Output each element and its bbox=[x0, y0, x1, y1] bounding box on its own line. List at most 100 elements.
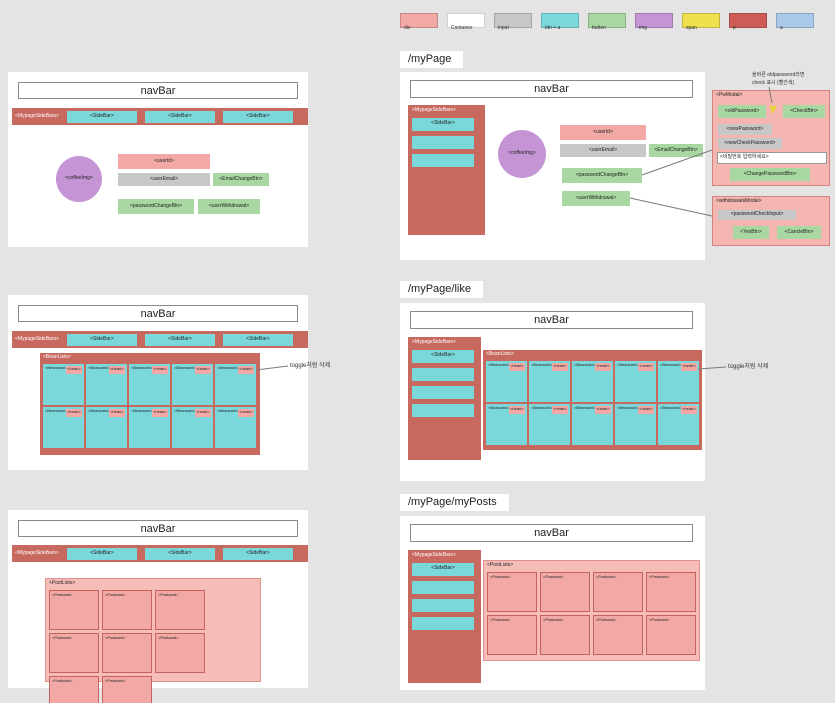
post-card[interactable]: <Postcard> bbox=[487, 614, 537, 655]
change-password-button[interactable]: <ChangePasswordBtn> bbox=[730, 168, 810, 181]
heart-button[interactable]: <heart> bbox=[195, 365, 211, 374]
heart-button[interactable]: <heart> bbox=[681, 405, 697, 414]
check-button[interactable]: <CheckBtn> bbox=[783, 105, 825, 118]
heart-button[interactable]: <heart> bbox=[152, 408, 168, 417]
bean-card[interactable]: <Beancard> <heart> bbox=[43, 406, 84, 448]
bean-card[interactable]: <Beancard> <heart> bbox=[572, 403, 613, 445]
post-card[interactable]: <Postcard> bbox=[487, 571, 537, 612]
sidebar-item[interactable] bbox=[412, 135, 474, 149]
heart-button[interactable]: <heart> bbox=[681, 362, 697, 371]
heart-button[interactable]: <heart> bbox=[66, 408, 82, 417]
sidebar-item[interactable] bbox=[412, 598, 474, 612]
bean-card[interactable]: <Beancard> <heart> bbox=[129, 406, 170, 448]
sidebar-item[interactable] bbox=[412, 367, 474, 381]
password-change-button[interactable]: <passwordChangeBtn> bbox=[562, 168, 642, 183]
yes-button[interactable]: <YesBtn> bbox=[733, 226, 769, 239]
bean-card[interactable]: <Beancard> <heart> bbox=[486, 360, 527, 402]
user-email-input[interactable]: <userEmail> bbox=[560, 144, 646, 157]
bean-card[interactable]: <Beancard> <heart> bbox=[615, 403, 656, 445]
password-check-input[interactable]: <passwordCheckInput> bbox=[718, 210, 796, 220]
sidebar-item[interactable]: <SideBar> bbox=[66, 333, 137, 346]
post-card[interactable]: <Postcard> bbox=[593, 571, 643, 612]
post-card[interactable]: <Postcard> bbox=[102, 675, 152, 703]
bean-card[interactable]: <Beancard> <heart> bbox=[86, 406, 127, 448]
sidebar-item[interactable] bbox=[412, 403, 474, 417]
heart-button[interactable]: <heart> bbox=[66, 365, 82, 374]
post-card[interactable]: <Postcard> bbox=[49, 632, 99, 673]
sidebar-item[interactable]: <SideBar> bbox=[412, 349, 474, 363]
sidebar-item-label: <SideBar> bbox=[168, 112, 192, 119]
sidebar-item[interactable]: <SideBar> bbox=[222, 547, 293, 560]
sidebar-item[interactable] bbox=[412, 385, 474, 399]
post-card[interactable]: <Postcard> bbox=[102, 589, 152, 630]
sidebar-item[interactable]: <SideBar> bbox=[66, 110, 137, 123]
post-card[interactable]: <Postcard> bbox=[49, 589, 99, 630]
sidebar-item[interactable] bbox=[412, 616, 474, 630]
bean-card[interactable]: <Beancard> <heart> bbox=[172, 363, 213, 405]
password-change-button[interactable]: <passwordChangeBtn> bbox=[118, 199, 194, 214]
post-card[interactable]: <Postcard> bbox=[102, 632, 152, 673]
post-card[interactable]: <Postcard> bbox=[593, 614, 643, 655]
bean-card[interactable]: <Beancard> <heart> bbox=[172, 406, 213, 448]
heart-button[interactable]: <heart> bbox=[552, 362, 568, 371]
post-card[interactable]: <Postcard> bbox=[155, 632, 205, 673]
new-password-input[interactable]: <newPassword> bbox=[718, 124, 772, 135]
bean-card[interactable]: <Beancard> <heart> bbox=[529, 403, 570, 445]
heart-button[interactable]: <heart> bbox=[238, 365, 254, 374]
heart-button[interactable]: <heart> bbox=[638, 362, 654, 371]
bean-card[interactable]: <Beancard> <heart> bbox=[215, 363, 256, 405]
bean-card[interactable]: <Beancard> <heart> bbox=[572, 360, 613, 402]
new-check-password-input[interactable]: <newCheckPassword> bbox=[718, 138, 782, 149]
sidebar-item[interactable]: <SideBar> bbox=[412, 562, 474, 576]
bean-card-grid: <Beancard> <heart> <Beancard> <heart> <B… bbox=[43, 363, 260, 450]
heart-button[interactable]: <heart> bbox=[152, 365, 168, 374]
post-card[interactable]: <Postcard> bbox=[540, 614, 590, 655]
heart-button[interactable]: <heart> bbox=[638, 405, 654, 414]
bean-card[interactable]: <Beancard> <heart> bbox=[658, 403, 699, 445]
sidebar-item[interactable]: <SideBar> bbox=[144, 547, 215, 560]
sidebar-item[interactable]: <SideBar> bbox=[66, 547, 137, 560]
sidebar-item[interactable] bbox=[412, 153, 474, 167]
post-card[interactable]: <Postcard> bbox=[540, 571, 590, 612]
bean-card[interactable]: <Beancard> <heart> bbox=[615, 360, 656, 402]
withdrawal-button[interactable]: <userWithdrawal> bbox=[198, 199, 260, 214]
withdrawal-button[interactable]: <userWithdrawal> bbox=[562, 191, 630, 206]
bean-card[interactable]: <Beancard> <heart> bbox=[86, 363, 127, 405]
heart-button[interactable]: <heart> bbox=[552, 405, 568, 414]
sidebar-item[interactable] bbox=[412, 580, 474, 594]
heart-button[interactable]: <heart> bbox=[109, 365, 125, 374]
sidebar-item[interactable]: <SideBar> bbox=[144, 110, 215, 123]
heart-button[interactable]: <heart> bbox=[238, 408, 254, 417]
frame-myposts-b: navBar <MypageSideBars> <SideBar> <PostL… bbox=[400, 516, 705, 690]
sidebar-item[interactable]: <SideBar> bbox=[222, 333, 293, 346]
heart-button[interactable]: <heart> bbox=[509, 405, 525, 414]
password-input[interactable]: <비밀번호 입력하세요> bbox=[717, 152, 827, 164]
legend-label: btn + a bbox=[545, 25, 561, 31]
heart-button[interactable]: <heart> bbox=[195, 408, 211, 417]
sidebar-item[interactable]: <SideBar> bbox=[144, 333, 215, 346]
heart-button[interactable]: <heart> bbox=[595, 362, 611, 371]
user-email-input[interactable]: <userEmail> bbox=[118, 173, 210, 186]
bean-card[interactable]: <Beancard> <heart> bbox=[658, 360, 699, 402]
bean-card[interactable]: <Beancard> <heart> bbox=[486, 403, 527, 445]
bean-card[interactable]: <Beancard> <heart> bbox=[129, 363, 170, 405]
old-password-button[interactable]: <oldPassword> bbox=[718, 105, 766, 118]
email-change-button[interactable]: <EmailChangeBtn> bbox=[213, 173, 269, 186]
cancel-button[interactable]: <CancleBtn> bbox=[777, 226, 821, 239]
post-card[interactable]: <Postcard> bbox=[646, 614, 696, 655]
post-card[interactable]: <Postcard> bbox=[646, 571, 696, 612]
sidebar-item[interactable]: <SideBar> bbox=[412, 117, 474, 131]
email-change-button[interactable]: <EmailChangeBtn> bbox=[649, 144, 703, 157]
post-card[interactable]: <Postcard> bbox=[49, 675, 99, 703]
bean-card[interactable]: <Beancard> <heart> bbox=[215, 406, 256, 448]
bean-card[interactable]: <Beancard> <heart> bbox=[43, 363, 84, 405]
bean-card-label: <Beancard> bbox=[488, 361, 510, 367]
heart-button[interactable]: <heart> bbox=[109, 408, 125, 417]
frame-like-b: navBar <MypageSideBars> <SideBar> <BeanL… bbox=[400, 303, 705, 481]
sidebar-item[interactable]: <SideBar> bbox=[222, 110, 293, 123]
heart-button[interactable]: <heart> bbox=[509, 362, 525, 371]
post-card[interactable]: <Postcard> bbox=[155, 589, 205, 630]
heart-button[interactable]: <heart> bbox=[595, 405, 611, 414]
bean-card[interactable]: <Beancard> <heart> bbox=[529, 360, 570, 402]
post-card-label: <Postcard> bbox=[543, 616, 564, 622]
